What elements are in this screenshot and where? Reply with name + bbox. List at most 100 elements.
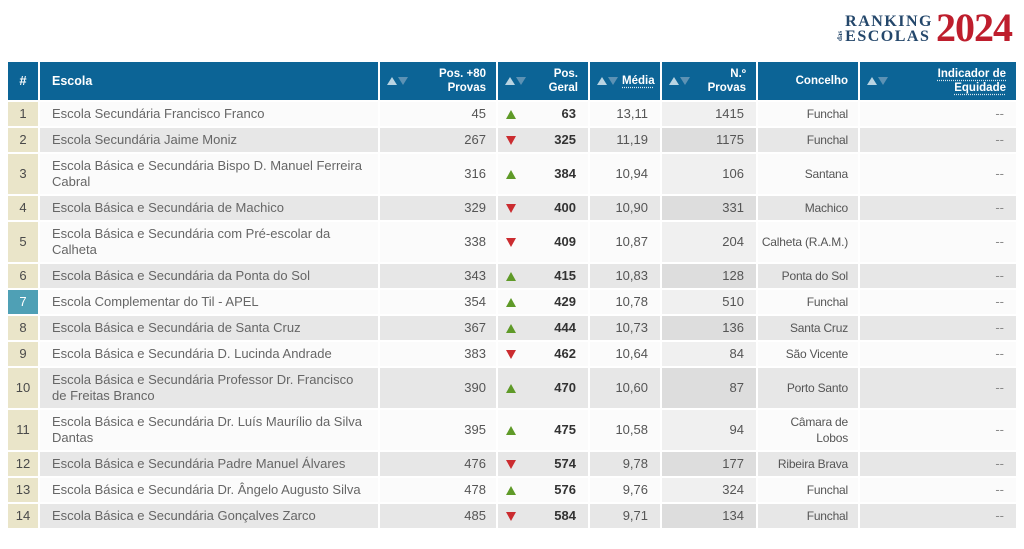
concelho-cell: Funchal bbox=[758, 504, 860, 530]
sort-desc-icon[interactable] bbox=[878, 77, 888, 85]
ranking-table-container: # Escola Pos. +80 Provas bbox=[8, 62, 1016, 530]
concelho-cell: São Vicente bbox=[758, 342, 860, 368]
table-row: 3 Escola Básica e Secundária Bispo D. Ma… bbox=[8, 154, 1016, 196]
rank-cell: 7 bbox=[8, 290, 40, 316]
school-name-cell: Escola Básica e Secundária Dr. Luís Maur… bbox=[40, 410, 380, 452]
media-cell: 10,64 bbox=[590, 342, 662, 368]
column-header-indicador-equidade[interactable]: Indicador de Equidade bbox=[860, 62, 1016, 102]
media-cell: 9,76 bbox=[590, 478, 662, 504]
rank-cell: 10 bbox=[8, 368, 40, 410]
rank-down-icon bbox=[506, 203, 516, 213]
indicador-equidade-cell: -- bbox=[860, 128, 1016, 154]
pos-geral-cell: 415 bbox=[498, 264, 590, 290]
indicador-equidade-cell: -- bbox=[860, 504, 1016, 530]
sort-desc-icon[interactable] bbox=[398, 77, 408, 85]
column-header-n-provas[interactable]: N.º Provas bbox=[662, 62, 758, 102]
pos-80-provas-cell: 329 bbox=[380, 196, 498, 222]
concelho-cell: Funchal bbox=[758, 102, 860, 128]
rank-up-icon bbox=[506, 323, 516, 333]
sort-icons[interactable] bbox=[387, 77, 408, 85]
sort-desc-icon[interactable] bbox=[680, 77, 690, 85]
table-row: 1 Escola Secundária Francisco Franco 45 … bbox=[8, 102, 1016, 128]
sort-icons[interactable] bbox=[669, 77, 690, 85]
n-provas-cell: 128 bbox=[662, 264, 758, 290]
n-provas-cell: 1175 bbox=[662, 128, 758, 154]
pos-80-provas-cell: 343 bbox=[380, 264, 498, 290]
concelho-cell: Calheta (R.A.M.) bbox=[758, 222, 860, 264]
indicador-equidade-cell: -- bbox=[860, 222, 1016, 264]
table-row: 4 Escola Básica e Secundária de Machico … bbox=[8, 196, 1016, 222]
rank-down-icon bbox=[506, 511, 516, 521]
n-provas-cell: 136 bbox=[662, 316, 758, 342]
concelho-cell: Ponta do Sol bbox=[758, 264, 860, 290]
pos-geral-cell: 400 bbox=[498, 196, 590, 222]
concelho-cell: Porto Santo bbox=[758, 368, 860, 410]
school-name-cell: Escola Básica e Secundária Bispo D. Manu… bbox=[40, 154, 380, 196]
logo-das-text: das bbox=[836, 30, 845, 41]
sort-icons[interactable] bbox=[867, 77, 888, 85]
pos-geral-cell: 384 bbox=[498, 154, 590, 196]
concelho-cell: Ribeira Brava bbox=[758, 452, 860, 478]
indicador-equidade-cell: -- bbox=[860, 478, 1016, 504]
media-cell: 10,73 bbox=[590, 316, 662, 342]
n-provas-cell: 94 bbox=[662, 410, 758, 452]
pos-geral-cell: 584 bbox=[498, 504, 590, 530]
pos-80-provas-cell: 476 bbox=[380, 452, 498, 478]
column-header-media[interactable]: Média bbox=[590, 62, 662, 102]
rank-down-icon bbox=[506, 237, 516, 247]
sort-desc-icon[interactable] bbox=[608, 77, 618, 85]
indicador-equidade-cell: -- bbox=[860, 290, 1016, 316]
logo-ranking-text: Ranking bbox=[845, 13, 933, 30]
sort-desc-icon[interactable] bbox=[516, 77, 526, 85]
rank-up-icon bbox=[506, 271, 516, 281]
media-cell: 10,94 bbox=[590, 154, 662, 196]
column-header-pos-geral[interactable]: Pos. Geral bbox=[498, 62, 590, 102]
pos-80-provas-cell: 485 bbox=[380, 504, 498, 530]
school-name-cell: Escola Básica e Secundária D. Lucinda An… bbox=[40, 342, 380, 368]
concelho-cell: Funchal bbox=[758, 290, 860, 316]
indicador-equidade-cell: -- bbox=[860, 102, 1016, 128]
concelho-cell: Santa Cruz bbox=[758, 316, 860, 342]
sort-asc-icon[interactable] bbox=[387, 77, 397, 85]
pos-geral-cell: 63 bbox=[498, 102, 590, 128]
sort-asc-icon[interactable] bbox=[505, 77, 515, 85]
table-row: 12 Escola Básica e Secundária Padre Manu… bbox=[8, 452, 1016, 478]
media-cell: 10,87 bbox=[590, 222, 662, 264]
pos-80-provas-cell: 383 bbox=[380, 342, 498, 368]
table-row: 5 Escola Básica e Secundária com Pré-esc… bbox=[8, 222, 1016, 264]
media-cell: 11,19 bbox=[590, 128, 662, 154]
pos-geral-cell: 325 bbox=[498, 128, 590, 154]
table-row: 11 Escola Básica e Secundária Dr. Luís M… bbox=[8, 410, 1016, 452]
pos-80-provas-cell: 367 bbox=[380, 316, 498, 342]
n-provas-cell: 324 bbox=[662, 478, 758, 504]
sort-icons[interactable] bbox=[597, 77, 618, 85]
n-provas-cell: 510 bbox=[662, 290, 758, 316]
column-header-pos80-provas[interactable]: Pos. +80 Provas bbox=[380, 62, 498, 102]
sort-icons[interactable] bbox=[505, 77, 526, 85]
table-row: 8 Escola Básica e Secundária de Santa Cr… bbox=[8, 316, 1016, 342]
indicador-equidade-cell: -- bbox=[860, 264, 1016, 290]
table-header-row: # Escola Pos. +80 Provas bbox=[8, 62, 1016, 102]
school-name-cell: Escola Secundária Francisco Franco bbox=[40, 102, 380, 128]
pos-80-provas-cell: 45 bbox=[380, 102, 498, 128]
pos-geral-cell: 574 bbox=[498, 452, 590, 478]
concelho-cell: Funchal bbox=[758, 128, 860, 154]
school-name-cell: Escola Complementar do Til - APEL bbox=[40, 290, 380, 316]
table-row: 6 Escola Básica e Secundária da Ponta do… bbox=[8, 264, 1016, 290]
sort-asc-icon[interactable] bbox=[669, 77, 679, 85]
n-provas-cell: 84 bbox=[662, 342, 758, 368]
n-provas-cell: 177 bbox=[662, 452, 758, 478]
table-row: 14 Escola Básica e Secundária Gonçalves … bbox=[8, 504, 1016, 530]
rank-cell: 6 bbox=[8, 264, 40, 290]
logo-year: 2024 bbox=[936, 5, 1013, 50]
media-cell: 10,83 bbox=[590, 264, 662, 290]
pos-geral-cell: 429 bbox=[498, 290, 590, 316]
school-name-cell: Escola Básica e Secundária Padre Manuel … bbox=[40, 452, 380, 478]
n-provas-cell: 87 bbox=[662, 368, 758, 410]
rank-cell: 1 bbox=[8, 102, 40, 128]
indicador-equidade-cell: -- bbox=[860, 368, 1016, 410]
indicador-equidade-cell: -- bbox=[860, 452, 1016, 478]
sort-asc-icon[interactable] bbox=[597, 77, 607, 85]
sort-asc-icon[interactable] bbox=[867, 77, 877, 85]
